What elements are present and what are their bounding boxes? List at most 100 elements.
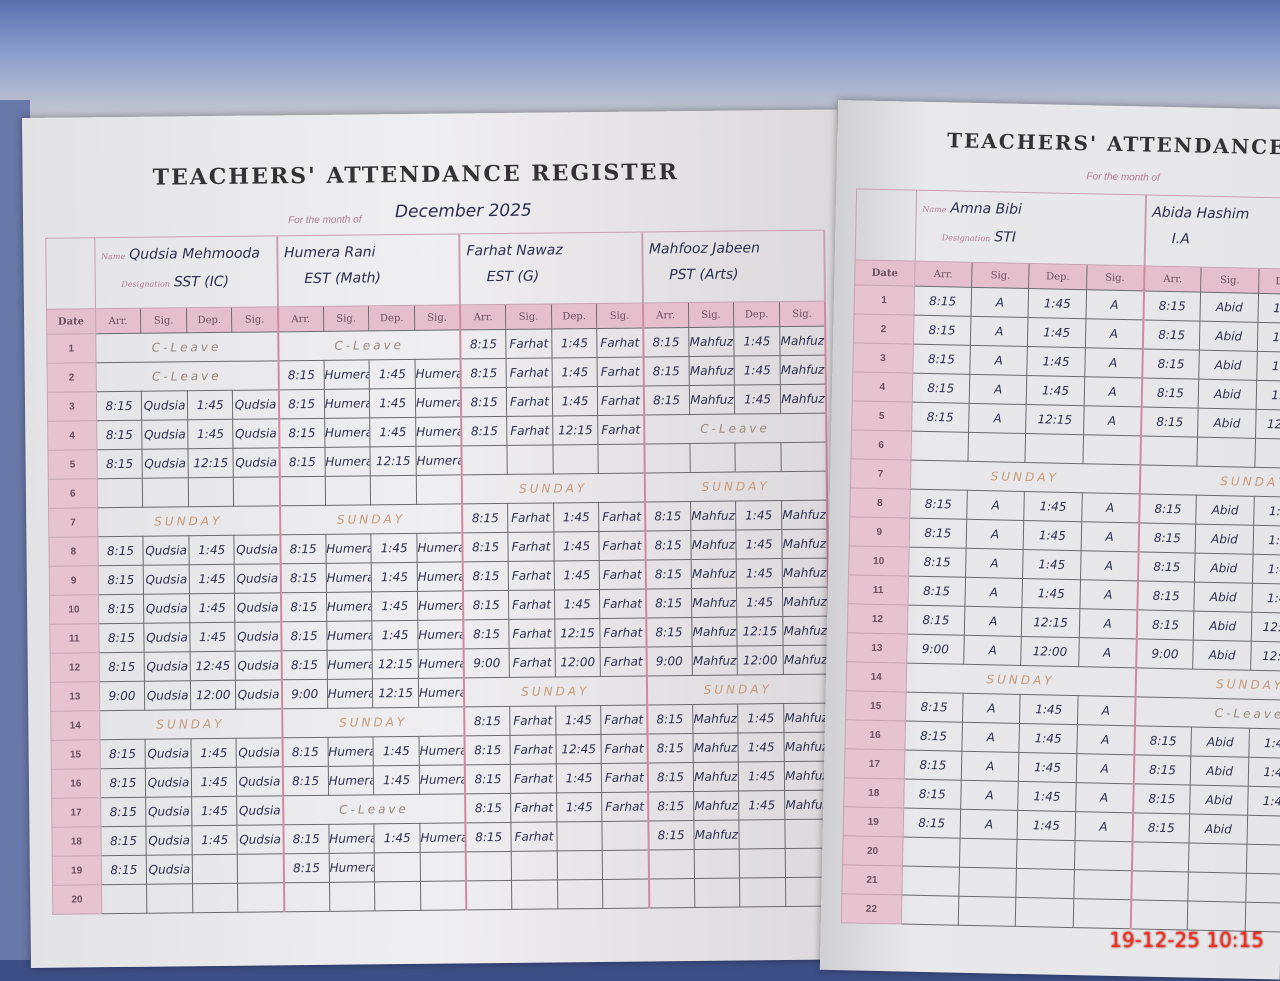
arrival-time: 8:15 <box>1141 348 1200 380</box>
arrival-signature <box>142 477 189 508</box>
arrival-signature <box>1188 843 1247 874</box>
arrival-time <box>96 478 143 508</box>
arrival-time <box>900 895 959 926</box>
arrival-time: 8:15 <box>908 547 967 578</box>
departure-signature: A <box>1080 550 1139 581</box>
arrival-signature <box>1188 872 1247 903</box>
left-register-page: TEACHERS' ATTENDANCE REGISTER For the mo… <box>22 109 846 968</box>
departure-time: 1:45 <box>1252 554 1280 585</box>
arrival-signature: Qudsia <box>144 680 191 711</box>
departure-time: 1:45 <box>734 355 781 386</box>
departure-time <box>1016 839 1075 870</box>
departure-time: 1:45 <box>190 738 237 768</box>
designation-line: I.A <box>1151 226 1280 257</box>
column-header: Dep. <box>1028 263 1087 290</box>
column-header: Arr. <box>95 308 142 334</box>
sunday-note: SUNDAY <box>644 471 828 503</box>
arrival-time: 8:15 <box>462 561 509 591</box>
arrival-signature: Mahfuz <box>692 733 739 763</box>
departure-time: 1:45 <box>1018 752 1077 783</box>
arrival-signature: Mahfuz <box>692 704 739 734</box>
departure-time <box>739 877 786 908</box>
arrival-time: 8:15 <box>1132 812 1191 844</box>
arrival-time <box>279 476 326 506</box>
departure-signature: Humera <box>418 677 465 708</box>
departure-signature <box>602 820 649 851</box>
date-cell: 19 <box>52 855 102 886</box>
departure-time: 1:45 <box>738 790 785 821</box>
arrival-signature: A <box>966 519 1025 550</box>
arrival-signature <box>689 443 736 473</box>
arrival-signature: Farhat <box>506 386 553 417</box>
teacher-header: Name Amna Bibi Designation STI <box>914 190 1146 266</box>
departure-time: 1:45 <box>1022 549 1081 580</box>
arrival-time: 9:00 <box>906 634 965 665</box>
arrival-signature: Mahfuz <box>688 385 735 415</box>
column-header: Dep. <box>368 305 415 331</box>
departure-time: 1:45 <box>553 531 600 561</box>
arrival-signature <box>693 849 740 879</box>
departure-signature: Humera <box>415 445 462 476</box>
date-cell: 16 <box>844 719 906 751</box>
arrival-time: 8:15 <box>100 826 147 856</box>
designation-line: Designation STI <box>922 223 1138 256</box>
departure-time: 1:45 <box>191 796 238 826</box>
arrival-time: 8:15 <box>909 489 968 520</box>
departure-time: 1:45 <box>735 500 782 531</box>
arrival-signature: Qudsia <box>143 535 190 566</box>
column-header: Dep. <box>733 301 780 328</box>
arrival-time <box>466 880 512 910</box>
arrival-signature: Abid <box>1196 495 1255 526</box>
teacher-header: Abida Hashim I.A <box>1144 194 1280 271</box>
arrival-time: 8:15 <box>903 750 962 781</box>
departure-signature: Farhat <box>600 617 647 648</box>
arrival-signature: Qudsia <box>143 564 190 595</box>
column-header: Sig. <box>779 301 826 327</box>
arrival-time: 8:15 <box>907 576 966 607</box>
date-cell: 9 <box>849 516 910 548</box>
arrival-time <box>1139 435 1198 467</box>
arrival-signature: A <box>962 693 1021 724</box>
arrival-signature: Farhat <box>507 502 554 533</box>
column-header: Arr. <box>460 304 506 330</box>
column-header: Dep. <box>551 303 598 329</box>
departure-time: 12:15 <box>372 678 419 708</box>
departure-time: 1:45 <box>736 587 783 618</box>
departure-signature: Mahfuz <box>783 703 830 733</box>
departure-time: 1:45 <box>553 502 600 532</box>
name-line: Mahfooz Jabeen <box>649 235 818 263</box>
arrival-signature: Humera <box>328 765 374 796</box>
departure-time: 1:45 <box>1017 781 1076 812</box>
date-cell: 5 <box>47 449 97 480</box>
arrival-signature: Humera <box>325 533 372 564</box>
arrival-signature: A <box>969 374 1028 405</box>
arrival-time: 8:15 <box>1136 580 1195 612</box>
departure-time <box>739 819 786 850</box>
departure-signature <box>237 882 284 913</box>
arrival-time: 9:00 <box>646 646 692 676</box>
date-header: Date <box>46 308 96 335</box>
departure-signature: Qudsia <box>235 679 282 710</box>
arrival-signature <box>511 850 558 881</box>
date-cell: 7 <box>850 458 911 490</box>
departure-signature: Qudsia <box>233 418 280 449</box>
departure-signature: Humera <box>417 561 464 592</box>
arrival-signature: Qudsia <box>143 593 190 624</box>
departure-time: 1:45 <box>1257 322 1280 353</box>
date-cell: 10 <box>49 594 99 625</box>
departure-time: 1:45 <box>551 357 598 387</box>
arrival-signature: Qudsia <box>146 825 193 856</box>
sunday-note: SUNDAY <box>461 473 645 504</box>
arrival-signature: Abid <box>1198 379 1257 410</box>
date-cell: 19 <box>843 806 904 838</box>
arrival-time: 8:15 <box>283 853 330 883</box>
arrival-signature <box>329 881 376 912</box>
date-cell: 8 <box>48 536 98 567</box>
date-cell: 11 <box>49 623 99 654</box>
departure-time: 1:45 <box>369 388 416 418</box>
corner-cell <box>45 237 96 310</box>
date-cell: 7 <box>48 507 98 538</box>
arrival-time <box>283 882 330 912</box>
arrival-time: 8:15 <box>96 391 142 421</box>
departure-signature <box>237 853 284 884</box>
